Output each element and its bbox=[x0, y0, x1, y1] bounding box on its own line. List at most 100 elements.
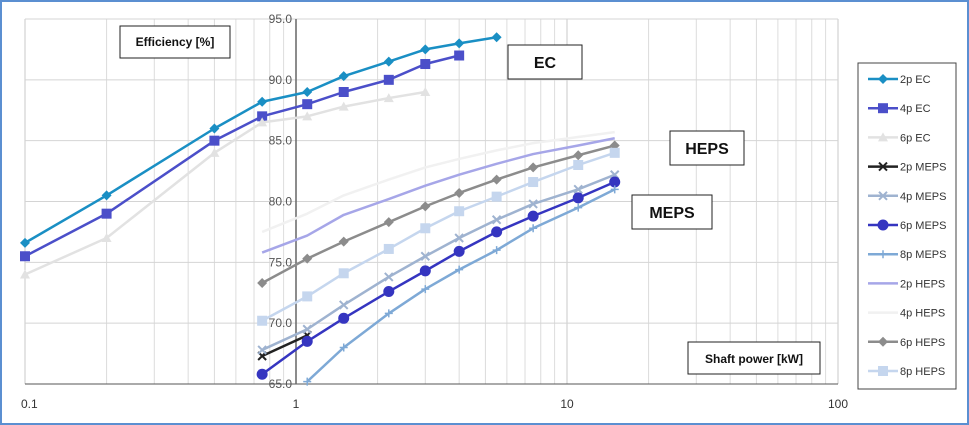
legend-entry: 4p MEPS bbox=[868, 191, 946, 203]
legend-entry: 2p MEPS bbox=[868, 162, 946, 174]
series-line bbox=[261, 137, 615, 254]
data-point bbox=[383, 56, 394, 67]
x-tick-label: 1 bbox=[293, 397, 300, 411]
legend-label: 6p MEPS bbox=[900, 220, 946, 232]
data-point bbox=[528, 177, 539, 188]
data-point bbox=[20, 237, 30, 248]
y-tick-label: 75.0 bbox=[269, 255, 293, 269]
data-point bbox=[453, 245, 465, 257]
series-line bbox=[261, 144, 616, 285]
data-point bbox=[454, 233, 464, 243]
series-8p-heps bbox=[257, 147, 620, 326]
data-point bbox=[491, 32, 502, 43]
series-line bbox=[24, 36, 497, 244]
annotation-ec: EC bbox=[534, 55, 557, 72]
legend-label: 4p HEPS bbox=[900, 308, 945, 320]
data-point bbox=[101, 190, 112, 201]
data-point bbox=[491, 174, 502, 185]
data-point bbox=[573, 160, 584, 170]
data-point bbox=[338, 312, 350, 324]
legend-entry: 2p EC bbox=[868, 74, 931, 86]
legend-marker bbox=[879, 250, 887, 259]
data-point bbox=[209, 135, 220, 146]
series-line bbox=[24, 54, 460, 258]
legend-marker bbox=[877, 219, 889, 231]
series-6p-ec bbox=[20, 87, 431, 279]
data-point bbox=[609, 147, 620, 158]
data-point bbox=[491, 215, 502, 225]
legend-label: 4p MEPS bbox=[900, 191, 946, 203]
legend-label: 6p EC bbox=[900, 132, 931, 144]
data-point bbox=[491, 226, 503, 238]
data-point bbox=[20, 251, 30, 262]
data-point bbox=[302, 111, 313, 121]
data-point bbox=[454, 50, 465, 61]
data-point bbox=[609, 176, 621, 188]
data-point bbox=[303, 377, 312, 386]
legend-label: 4p EC bbox=[900, 103, 931, 115]
y-tick-label: 90.0 bbox=[269, 73, 293, 87]
data-point bbox=[610, 185, 619, 194]
data-point bbox=[257, 96, 268, 107]
data-point bbox=[454, 206, 465, 217]
data-point bbox=[529, 224, 538, 233]
series-line bbox=[24, 90, 426, 276]
data-point bbox=[420, 201, 431, 212]
grid bbox=[24, 18, 839, 385]
data-point bbox=[256, 368, 268, 380]
legend: 2p EC 4p EC 6p EC 2p MEPS 4p MEPS 6p MEPS 8p M… bbox=[857, 62, 957, 390]
data-point bbox=[101, 233, 112, 242]
data-point bbox=[383, 74, 394, 85]
data-point bbox=[339, 343, 348, 352]
data-point bbox=[527, 210, 539, 222]
data-point bbox=[574, 203, 583, 212]
y-tick-label: 70.0 bbox=[269, 316, 293, 330]
legend-entry: 8p MEPS bbox=[868, 249, 946, 261]
data-point bbox=[454, 187, 465, 198]
annotation-ec-box bbox=[507, 44, 583, 80]
xlabel-box bbox=[687, 341, 821, 375]
ylabel-box bbox=[119, 25, 231, 59]
legend-label: 2p EC bbox=[900, 74, 931, 86]
data-point bbox=[20, 269, 30, 279]
x-tick-label: 0.1 bbox=[21, 397, 38, 411]
data-point bbox=[101, 208, 112, 219]
series-line bbox=[261, 130, 615, 234]
legend-entry: 6p EC bbox=[868, 132, 931, 144]
legend-label: 8p MEPS bbox=[900, 249, 946, 261]
data-point bbox=[573, 150, 584, 161]
series-line bbox=[261, 180, 616, 376]
annotation-meps-box bbox=[631, 194, 713, 230]
legend-marker bbox=[878, 366, 888, 376]
data-point bbox=[420, 44, 431, 55]
annotation-heps: HEPS bbox=[685, 141, 729, 158]
data-point bbox=[383, 243, 394, 254]
data-point bbox=[420, 251, 431, 261]
data-point bbox=[419, 265, 431, 277]
annotation-heps-box bbox=[669, 130, 745, 166]
series-lines bbox=[20, 32, 621, 386]
data-point bbox=[257, 117, 268, 127]
data-point bbox=[338, 71, 349, 82]
data-point bbox=[455, 265, 464, 274]
series-line bbox=[306, 188, 616, 383]
data-point bbox=[257, 345, 267, 355]
series-line bbox=[261, 173, 616, 352]
data-point bbox=[338, 268, 349, 279]
data-point bbox=[491, 191, 502, 202]
x-tick-label: 10 bbox=[560, 397, 574, 411]
legend-label: 8p HEPS bbox=[900, 366, 945, 378]
data-point bbox=[454, 38, 465, 49]
data-point bbox=[302, 99, 313, 110]
series-2p-heps bbox=[261, 137, 615, 254]
series-2p-ec bbox=[20, 32, 502, 248]
axes: 0.1 1 10 100 95.0 90.0 85.0 80.0 75.0 70.0 65.0 bbox=[21, 12, 848, 411]
data-point bbox=[338, 87, 349, 97]
data-point bbox=[421, 285, 430, 294]
data-point bbox=[420, 223, 431, 234]
legend-entry: 6p HEPS bbox=[868, 336, 945, 349]
series-4p-ec bbox=[20, 50, 465, 262]
series-4p-heps bbox=[261, 130, 615, 234]
series-line bbox=[261, 151, 616, 322]
data-point bbox=[492, 246, 501, 255]
